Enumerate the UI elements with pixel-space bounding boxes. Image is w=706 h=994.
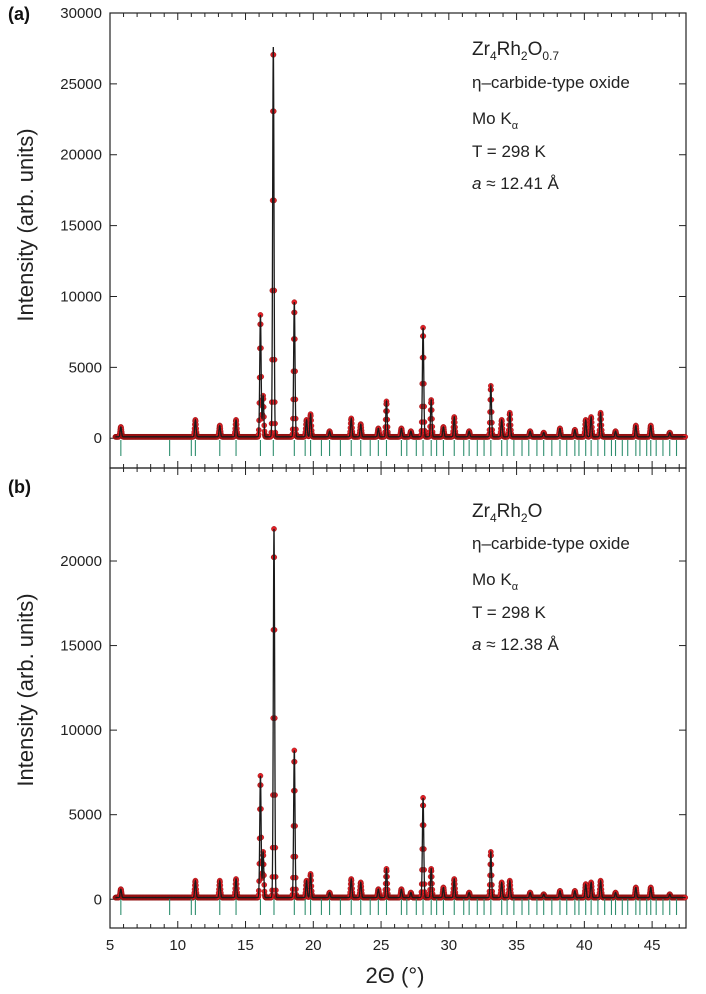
y-tick-label-a-6: 30000 [60, 5, 102, 22]
y-tick-label-b-0: 0 [94, 891, 102, 908]
panel-a: (a) Intensity (arb. units) 0 5000 10000 150… [8, 4, 688, 469]
calculated-line-b [115, 528, 686, 899]
y-tick-label-a-2: 10000 [60, 288, 102, 305]
formula-label-b: Zr4Rh2O [472, 501, 542, 525]
observed-series-b [112, 526, 688, 901]
y-tick-label-a-4: 20000 [60, 147, 102, 164]
y-tick-label-b-3: 15000 [60, 638, 102, 655]
y-tick-label-b-2: 10000 [60, 722, 102, 739]
x-tick-label-8: 45 [644, 937, 661, 954]
annotation-block-a: Zr4Rh2O0.7 η–carbide-type oxide Mo Kα T … [472, 39, 630, 193]
x-tick-label-7: 40 [576, 937, 593, 954]
lattice-label-a: a ≈ 12.41 Å [472, 174, 560, 193]
x-tick-label-2: 15 [237, 937, 254, 954]
temperature-label-b: T = 298 K [472, 603, 547, 622]
structure-label-a: η–carbide-type oxide [472, 73, 630, 92]
y-tick-label-a-3: 15000 [60, 218, 102, 235]
x-tick-label-0: 5 [106, 937, 114, 954]
plot-area-a: 0 5000 10000 15000 20000 25000 30000 [60, 5, 688, 469]
x-tick-label-4: 25 [373, 937, 390, 954]
panel-label-a: (a) [8, 4, 30, 24]
formula-label-a: Zr4Rh2O0.7 [472, 39, 559, 63]
y-tick-label-b-4: 20000 [60, 553, 102, 570]
radiation-label-a: Mo Kα [472, 109, 519, 132]
x-axis-title: 2Θ (°) [366, 963, 425, 988]
y-axis-title-a: Intensity (arb. units) [13, 128, 38, 321]
panel-label-b: (b) [8, 477, 31, 497]
y-tick-label-a-5: 25000 [60, 76, 102, 93]
calculated-line-a [115, 46, 686, 438]
structure-label-b: η–carbide-type oxide [472, 534, 630, 553]
x-tick-label-6: 35 [508, 937, 525, 954]
x-tick-label-5: 30 [440, 937, 457, 954]
observed-series-a [112, 51, 688, 440]
y-tick-label-b-1: 5000 [69, 807, 102, 824]
x-tick-label-1: 10 [169, 937, 186, 954]
annotation-block-b: Zr4Rh2O η–carbide-type oxide Mo Kα T = 2… [472, 501, 630, 654]
y-tick-label-a-0: 0 [94, 430, 102, 447]
lattice-label-b: a ≈ 12.38 Å [472, 635, 560, 654]
radiation-label-b: Mo Kα [472, 570, 519, 593]
x-tick-label-3: 20 [305, 937, 322, 954]
y-axis-title-b: Intensity (arb. units) [13, 593, 38, 786]
panel-b: (b) Intensity (arb. units) 0 5000 10000 150… [8, 467, 688, 954]
y-tick-label-a-1: 5000 [69, 359, 102, 376]
temperature-label-a: T = 298 K [472, 142, 547, 161]
